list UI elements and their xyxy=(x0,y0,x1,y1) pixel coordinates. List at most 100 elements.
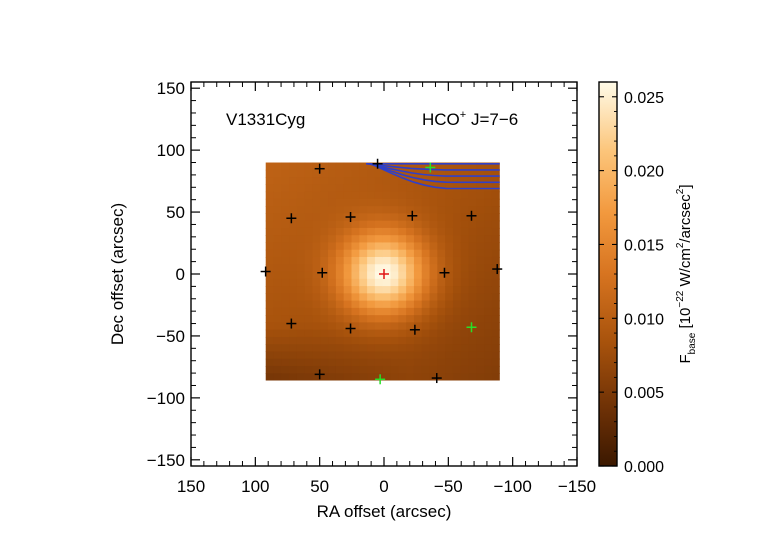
colorbar-tick-label: 0.020 xyxy=(624,164,664,181)
black-pixel-marker xyxy=(439,267,450,278)
heatmap-cell xyxy=(445,169,454,178)
heatmap-cell xyxy=(359,322,368,331)
heatmap-cell xyxy=(304,198,314,207)
heatmap-cell xyxy=(429,365,438,374)
heatmap-cell xyxy=(398,213,407,222)
heatmap-cell xyxy=(468,220,477,229)
heatmap-cell xyxy=(390,169,399,178)
heatmap-cell xyxy=(460,329,470,338)
heatmap-cell xyxy=(390,264,399,273)
heatmap-cell xyxy=(484,191,493,200)
heatmap-cell xyxy=(460,351,470,360)
heatmap-cell xyxy=(304,329,314,338)
heatmap-cell xyxy=(437,198,446,207)
heatmap-cell xyxy=(468,227,477,236)
heatmap-cell xyxy=(343,329,353,338)
heatmap-cell xyxy=(320,293,329,302)
heatmap-cell xyxy=(460,373,470,381)
heatmap-cell xyxy=(367,329,376,338)
heatmap-cell xyxy=(398,169,407,178)
heatmap-cell xyxy=(413,264,423,273)
heatmap-cell xyxy=(452,220,462,229)
heatmap-cell xyxy=(382,206,392,214)
heatmap-cell xyxy=(476,264,485,273)
contour-lines xyxy=(366,163,500,190)
heatmap-cell xyxy=(359,249,368,258)
heatmap-cell xyxy=(476,351,485,360)
heatmap-cell xyxy=(452,329,462,338)
heatmap-cell xyxy=(491,256,500,265)
heatmap-cell xyxy=(452,373,462,381)
heatmap-cell xyxy=(343,162,353,171)
heatmap-cell xyxy=(382,256,392,265)
heatmap-cell xyxy=(328,235,337,244)
heatmap-cell xyxy=(398,373,407,381)
heatmap-cell xyxy=(281,198,290,207)
black-pixel-marker xyxy=(372,158,383,169)
line-label-transition: J=7−6 xyxy=(466,110,518,129)
heatmap-cell xyxy=(468,206,477,214)
heatmap-cell xyxy=(265,286,275,294)
heatmap-cell xyxy=(398,220,407,229)
heatmap-cell xyxy=(273,227,282,236)
heatmap-cell xyxy=(265,235,275,244)
heatmap-cell xyxy=(289,249,298,258)
heatmap-cell xyxy=(468,278,477,287)
heatmap-cell xyxy=(335,242,345,251)
heatmap-cell xyxy=(491,373,500,381)
heatmap-cell xyxy=(343,286,353,294)
heatmap-cell xyxy=(390,322,399,331)
black-pixel-marker xyxy=(466,210,477,221)
heatmap-cell xyxy=(491,242,500,251)
heatmap-cell xyxy=(491,271,500,280)
heatmap-cell xyxy=(304,286,314,294)
heatmap-cell xyxy=(328,329,337,338)
heatmap-cell xyxy=(476,206,485,214)
heatmap-cell xyxy=(359,293,368,302)
colorbar-tick-label: 0.010 xyxy=(624,311,664,328)
heatmap-cell xyxy=(312,322,321,331)
colorbar-axis: 0.000 0.005 0.010 0.015 0.020 0.025 xyxy=(599,90,664,476)
heatmap-cell xyxy=(445,227,454,236)
heatmap-cell xyxy=(328,256,337,265)
heatmap-cell xyxy=(273,242,282,251)
heatmap-cell xyxy=(476,336,485,345)
heatmap-cell xyxy=(390,351,399,360)
heatmap-cell xyxy=(265,177,275,185)
heatmap-cell xyxy=(452,191,462,200)
heatmap-cell xyxy=(398,256,407,265)
heatmap-cell xyxy=(335,286,345,294)
heatmap-cell xyxy=(476,256,485,265)
heatmap-cell xyxy=(452,198,462,207)
heatmap-cell xyxy=(304,169,314,178)
heatmap-cell xyxy=(452,315,462,323)
heatmap-cell xyxy=(289,307,298,316)
heatmap-cell xyxy=(335,322,345,331)
heatmap-cell xyxy=(289,373,298,381)
heatmap-cell xyxy=(398,235,407,244)
heatmap-cell xyxy=(382,286,392,294)
heatmap-cell xyxy=(421,198,431,207)
heatmap-cell xyxy=(320,198,329,207)
heatmap-cell xyxy=(484,278,493,287)
heatmap-cell xyxy=(296,358,306,367)
heatmap-cell xyxy=(343,242,353,251)
colorbar: 0.000 0.005 0.010 0.015 0.020 0.025 Fbase [10… xyxy=(598,81,698,476)
heatmap-cell xyxy=(374,300,384,309)
heatmap-cell xyxy=(296,242,306,251)
heatmap-cell xyxy=(289,227,298,236)
heatmap-cell xyxy=(476,300,485,309)
heatmap-cell xyxy=(468,322,477,331)
heatmap-cell xyxy=(491,329,500,338)
heatmap-cell xyxy=(273,235,282,244)
heatmap-cell xyxy=(304,191,314,200)
heatmap-cell xyxy=(312,315,321,323)
heatmap-cell xyxy=(460,278,470,287)
heatmap-cell xyxy=(445,264,454,273)
heatmap-cell xyxy=(452,235,462,244)
heatmap-cell xyxy=(413,177,423,185)
heatmap-cell xyxy=(335,329,345,338)
heatmap-cell xyxy=(367,191,376,200)
heatmap-cell xyxy=(296,365,306,374)
heatmap-cell xyxy=(437,322,446,331)
